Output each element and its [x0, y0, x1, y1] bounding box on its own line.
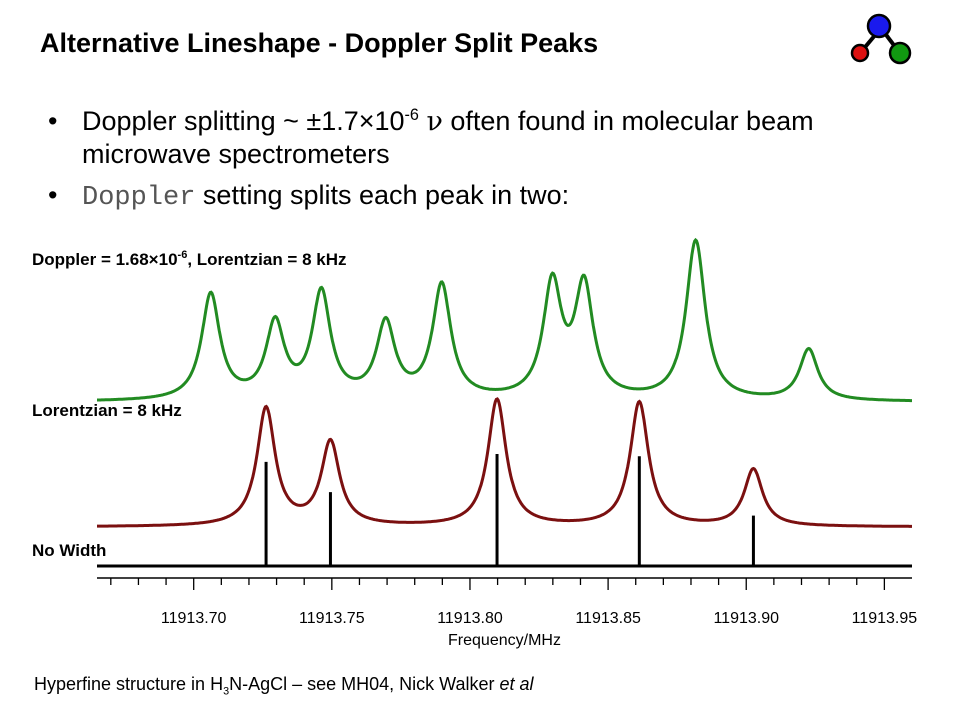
x-tick-label-5: 11913.90 — [713, 610, 779, 627]
bullet-dot: • — [48, 180, 58, 210]
red-atom — [850, 43, 870, 63]
x-tick-label-6: 11913.95 — [852, 610, 918, 627]
bullet-doppler-splitting: • Doppler splitting ~ ±1.7×10-6 ν often … — [42, 105, 882, 171]
bullet1-text-end: often found in molecular beam microwave … — [82, 106, 814, 169]
footer-subscript: 3 — [223, 685, 230, 698]
stick-series-label: No Width — [32, 541, 106, 560]
x-axis-title: Frequency/MHz — [448, 632, 561, 649]
bullet1-exponent: -6 — [404, 106, 419, 124]
footer-et-al: et al — [499, 674, 534, 694]
lorentzian-series-label: Lorentzian = 8 kHz — [32, 401, 182, 420]
bullet1-text: Doppler splitting ~ ±1.7×10 — [82, 106, 405, 136]
x-tick-label-4: 11913.85 — [575, 610, 641, 627]
spectrum-chart: Doppler = 1.68×10-6, Lorentzian = 8 kHz … — [32, 237, 918, 649]
doppler-curve — [97, 237, 912, 403]
x-tick-label-1: 11913.70 — [161, 610, 227, 627]
bullet-list: • Doppler splitting ~ ±1.7×10-6 ν often … — [42, 105, 882, 223]
footer-text: Hyperfine structure in H — [34, 674, 224, 694]
doppler-keyword: Doppler — [82, 183, 196, 213]
bullet-dot: • — [48, 106, 58, 136]
bullet-doppler-setting: • Doppler setting splits each peak in tw… — [42, 179, 882, 215]
footer-text-mid: N-AgCl – see MH04, Nick Walker — [229, 674, 500, 694]
nu-symbol: ν — [426, 106, 443, 137]
x-tick-label-2: 11913.75 — [299, 610, 365, 627]
molecule-icon — [848, 12, 914, 68]
green-atom — [888, 41, 912, 65]
blue-atom — [866, 13, 892, 39]
lorentzian-curve — [97, 397, 912, 528]
footer-note: Hyperfine structure in H3N-AgCl – see MH… — [34, 674, 534, 698]
bullet2-text: setting splits each peak in two: — [195, 180, 570, 210]
x-tick-label-3: 11913.80 — [437, 610, 503, 627]
page-title: Alternative Lineshape - Doppler Split Pe… — [40, 28, 599, 58]
doppler-series-label: Doppler = 1.68×10-6, Lorentzian = 8 kHz — [32, 249, 347, 269]
